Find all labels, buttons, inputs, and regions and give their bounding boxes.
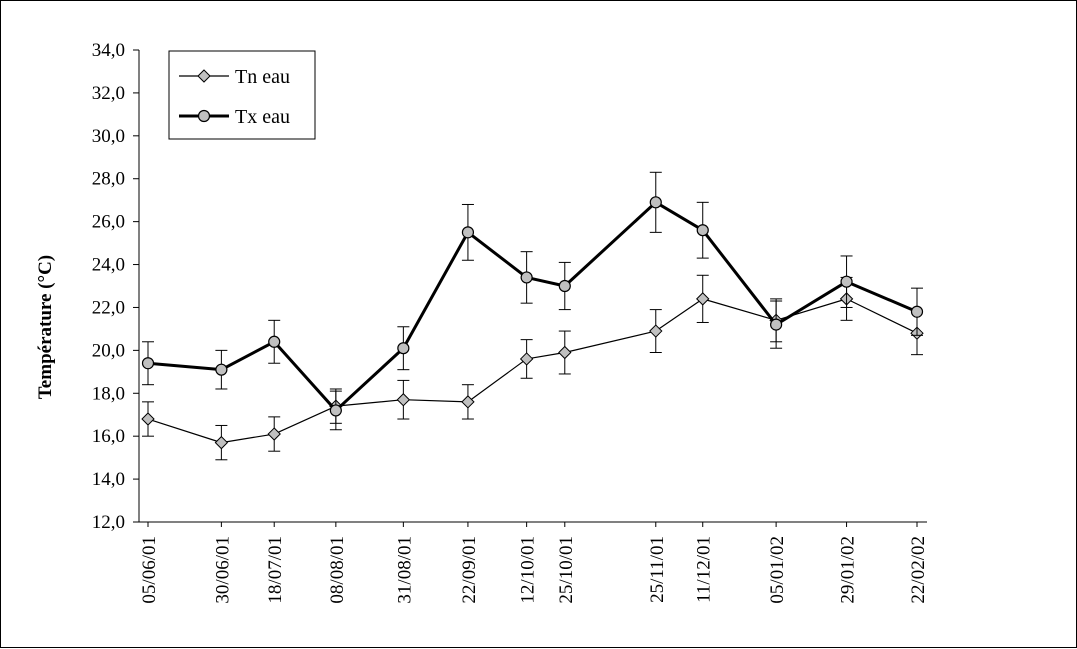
x-tick-label: 25/10/01	[556, 536, 577, 604]
x-tick-label: 08/08/01	[327, 536, 348, 604]
legend-entry-tn-eau: Tn eau	[179, 66, 290, 88]
axes	[133, 49, 927, 527]
x-tick-label: 25/11/01	[647, 536, 668, 603]
data-point-tn-eau	[558, 345, 572, 360]
data-point-tn-eau	[519, 352, 534, 366]
series-line-tx-eau	[147, 200, 918, 412]
x-tick-label: 22/09/01	[459, 536, 480, 604]
data-point-tn-eau	[396, 393, 411, 407]
x-tick-label: 22/02/02	[908, 536, 929, 604]
data-point-tx-eau	[649, 196, 662, 209]
data-point-tn-eau	[649, 324, 663, 338]
legend: Tn eau Tx eau	[168, 50, 316, 140]
y-tick-labels: 12,0 14,0 16,0 18,0 20,0 22,0 24,0 26,0 28,0 30,0…	[92, 40, 125, 533]
x-tick-label: 12/10/01	[518, 536, 539, 604]
data-point-tx-eau	[910, 305, 924, 318]
y-tick-label: 18,0	[92, 383, 125, 404]
data-point-tn-eau	[141, 412, 155, 426]
y-tick-label: 32,0	[92, 83, 125, 104]
y-tick-label: 12,0	[92, 512, 125, 533]
series-tx-eau	[141, 171, 924, 431]
x-tick-label: 18/07/01	[265, 536, 286, 604]
data-point-tx-eau	[558, 279, 571, 293]
x-tick-label: 05/01/02	[767, 536, 788, 604]
y-tick-label: 16,0	[92, 426, 125, 447]
data-point-tx-eau	[141, 357, 155, 370]
x-tick-label: 05/06/01	[139, 536, 160, 604]
x-tick-labels: 05/06/01 30/06/01 18/07/01 08/08/01 31/08/01…	[139, 536, 929, 604]
x-tick-label: 31/08/01	[394, 536, 415, 604]
x-tick-label: 30/06/01	[212, 536, 233, 604]
legend-label: Tn eau	[235, 66, 290, 88]
series-layer	[141, 171, 924, 461]
y-tick-label: 30,0	[92, 126, 125, 147]
y-tick-label: 14,0	[92, 469, 125, 490]
series-line-tn-eau	[147, 298, 918, 444]
legend-label: Tx eau	[235, 106, 290, 128]
x-tick-label: 29/01/02	[838, 536, 859, 604]
data-point-tn-eau	[461, 395, 475, 409]
data-point-tn-eau	[696, 292, 710, 306]
y-tick-label: 28,0	[92, 169, 125, 190]
data-point-tx-eau	[215, 363, 228, 376]
data-point-tn-eau	[214, 435, 229, 450]
y-tick-label: 22,0	[92, 297, 125, 318]
y-tick-label: 26,0	[92, 212, 125, 233]
y-tick-label: 34,0	[92, 40, 125, 61]
legend-entry-tx-eau: Tx eau	[179, 106, 290, 128]
data-point-tx-eau	[397, 342, 410, 355]
data-point-tx-eau	[520, 271, 533, 284]
legend-box	[168, 50, 316, 140]
data-point-tx-eau	[329, 404, 342, 417]
y-tick-label: 20,0	[92, 340, 125, 361]
legend-swatch-marker	[197, 69, 211, 83]
data-point-tx-eau	[840, 275, 853, 288]
legend-swatch-marker	[197, 109, 211, 123]
data-point-tn-eau	[267, 427, 281, 441]
y-axis-title: Température (°C)	[35, 255, 56, 399]
data-point-tx-eau	[268, 335, 281, 348]
data-point-tx-eau	[696, 224, 709, 237]
x-tick-label: 11/12/01	[694, 536, 715, 603]
y-tick-label: 24,0	[92, 255, 125, 276]
data-point-tx-eau	[461, 226, 475, 239]
data-point-tx-eau	[770, 318, 783, 331]
